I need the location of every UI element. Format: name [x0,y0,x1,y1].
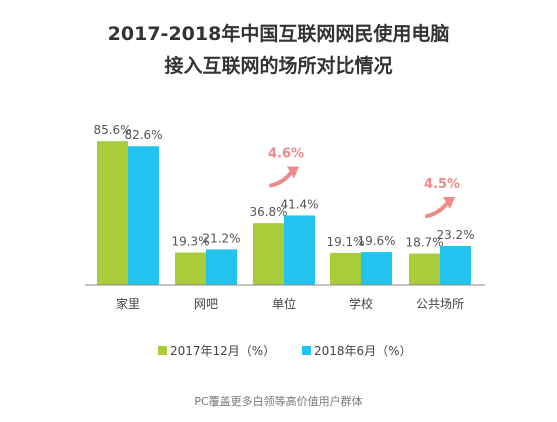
value-label-2-3: 41.4% [280,197,318,211]
bar-chart: 85.6%82.6% 家里 19.3%21.2% 网吧 36.8%41.4% 单位 19.1… [85,123,485,358]
bar-1-2 [175,252,206,285]
category-label-3: 单位 [272,296,296,311]
bar-2-4 [361,252,392,285]
value-label-1-3: 36.8% [249,205,287,219]
annotation-label-1: 4.6% [268,146,304,161]
source-note: PC覆盖更多白领等高价值用户群体 [194,395,363,408]
bar-1-1 [97,141,128,285]
legend-swatch-1 [158,346,167,355]
bar-1-5 [409,253,440,285]
value-label-1-1: 85.6% [93,123,131,137]
bar-1-4 [330,252,361,285]
annotation-arrowhead-1 [287,166,299,179]
chart-title-line2: 接入互联网的场所对比情况 [164,55,393,77]
annotation-arrow-2 [425,200,450,219]
annotation-label-2: 4.5% [424,177,460,192]
bar-2-3 [284,215,315,285]
legend-label-2: 2018年6月（%） [314,344,412,358]
category-label-1: 家里 [116,296,140,311]
value-label-2-4: 19.6% [357,234,395,248]
annotation-arrow-1 [269,169,294,188]
value-label-1-2: 19.3% [171,235,209,249]
bar-2-5 [440,246,471,285]
chart-title-line1: 2017-2018年中国互联网网民使用电脑 [107,23,450,45]
annotation-arrowhead-2 [443,197,455,210]
value-label-1-4: 19.1% [326,235,364,249]
category-label-5: 公共场所 [416,297,464,311]
value-label-2-1: 82.6% [124,128,162,142]
legend-swatch-2 [302,346,311,355]
legend-label-1: 2017年12月（%） [170,344,275,358]
value-label-1-5: 18.7% [405,236,443,250]
value-label-2-2: 21.2% [202,231,240,245]
bar-2-1 [128,146,159,285]
bar-1-3 [253,223,284,285]
value-label-2-5: 23.2% [436,228,474,242]
category-label-4: 学校 [349,296,373,311]
category-label-2: 网吧 [194,297,218,311]
bar-2-2 [206,249,237,285]
